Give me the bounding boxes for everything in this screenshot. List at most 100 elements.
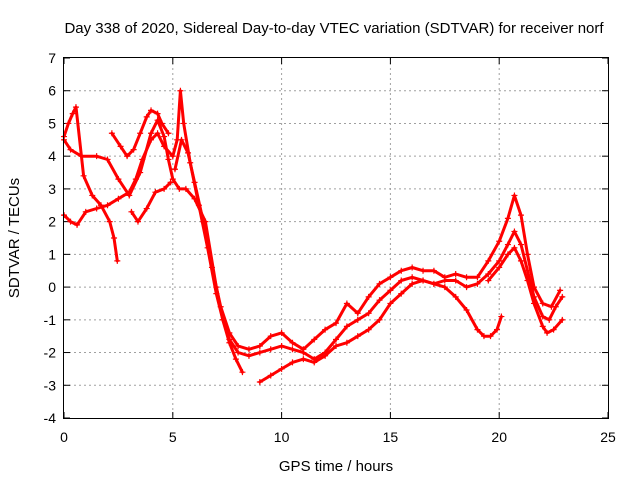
data-point (485, 277, 492, 284)
data-point (548, 303, 555, 310)
data-point (267, 372, 274, 379)
data-point (333, 336, 339, 343)
x-axis-label: GPS time / hours (279, 458, 393, 475)
data-point (245, 352, 252, 359)
data-point (106, 218, 113, 225)
data-point (134, 218, 141, 225)
data-point (376, 280, 383, 287)
data-point (80, 172, 87, 179)
series-line (62, 105, 119, 263)
data-point (343, 300, 350, 307)
data-point (239, 369, 246, 376)
data-point (496, 238, 503, 245)
data-point (104, 156, 111, 163)
data-point (539, 323, 546, 330)
data-point (511, 244, 518, 251)
axis-ticks (63, 57, 609, 419)
data-point (171, 166, 178, 173)
data-point (232, 356, 239, 363)
data-point (176, 185, 183, 192)
data-point (524, 277, 531, 284)
data-point (93, 153, 100, 160)
y-tick-label: 0 (48, 279, 56, 295)
data-point (111, 235, 118, 241)
data-point (365, 310, 372, 317)
data-point (311, 359, 318, 366)
data-point (463, 284, 470, 291)
data-point (72, 104, 79, 111)
data-point (115, 195, 122, 202)
data-point (74, 221, 81, 228)
y-tick-label: -2 (44, 345, 57, 361)
data-series (61, 87, 566, 385)
data-point (559, 316, 566, 323)
data-point (409, 264, 416, 271)
data-point (398, 267, 405, 274)
data-point (504, 251, 511, 258)
data-point (485, 271, 492, 277)
data-point (235, 349, 242, 356)
data-point (226, 339, 233, 346)
data-point (185, 149, 192, 156)
data-point (139, 156, 146, 163)
data-point (398, 290, 405, 297)
data-point (544, 329, 551, 336)
data-point (226, 329, 233, 336)
data-point (158, 120, 165, 127)
data-point (376, 316, 383, 323)
data-point (398, 277, 405, 284)
data-point (278, 343, 285, 349)
y-tick-label: 2 (48, 214, 56, 230)
data-point (256, 379, 263, 385)
data-point (463, 274, 470, 281)
data-point (531, 300, 538, 307)
data-point (67, 218, 74, 225)
data-point (504, 215, 511, 222)
grid (64, 58, 608, 418)
data-point (480, 333, 487, 340)
data-point (143, 205, 150, 212)
series-track-3 (61, 104, 121, 264)
plot-frame (63, 57, 609, 419)
x-tick-label: 20 (491, 429, 507, 445)
y-tick-label: 6 (48, 83, 56, 99)
data-point (463, 307, 470, 313)
data-point (474, 274, 481, 281)
data-point (354, 333, 361, 340)
y-tick-label: -1 (44, 312, 57, 328)
data-point (200, 218, 207, 225)
data-point (365, 293, 372, 300)
data-point (496, 257, 503, 264)
data-point (387, 300, 394, 307)
data-point (169, 176, 176, 183)
data-point (322, 352, 329, 359)
data-point (67, 146, 74, 153)
data-point (300, 356, 307, 363)
data-point (430, 267, 437, 274)
data-point (550, 326, 557, 333)
data-point (126, 189, 133, 196)
x-tick-label: 15 (383, 429, 399, 445)
data-point (154, 110, 161, 117)
x-tick-label: 0 (60, 429, 68, 445)
y-tick-label: 5 (48, 115, 56, 131)
data-point (409, 280, 416, 287)
series-track-8 (485, 244, 566, 336)
series-track-4 (108, 107, 172, 160)
data-point (267, 333, 274, 340)
x-tick-label: 10 (274, 429, 290, 445)
data-point (108, 130, 115, 137)
y-tick-label: 4 (48, 148, 56, 164)
data-point (182, 185, 189, 192)
data-point (441, 284, 448, 291)
data-point (289, 346, 296, 353)
data-point (278, 365, 285, 372)
data-point (517, 241, 524, 248)
data-point (267, 346, 274, 353)
series-track-6 (171, 136, 564, 353)
data-point (365, 326, 372, 333)
series-track-7 (256, 277, 505, 385)
data-point (420, 267, 427, 274)
data-point (82, 208, 89, 215)
data-point (474, 326, 481, 333)
